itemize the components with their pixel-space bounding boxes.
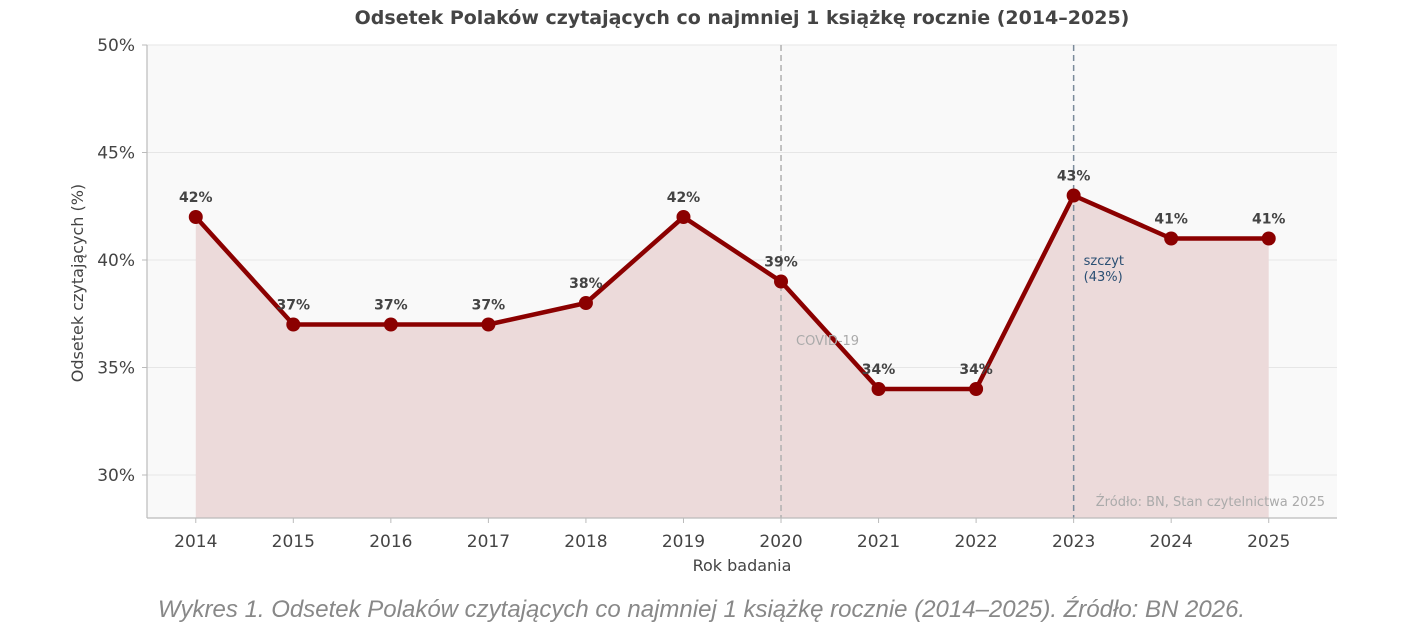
data-point — [286, 317, 301, 332]
data-label: 37% — [277, 298, 311, 314]
data-point — [871, 382, 886, 396]
data-label: 34% — [959, 362, 993, 378]
x-tick-label: 2019 — [662, 532, 705, 552]
x-tick-label: 2018 — [564, 532, 607, 552]
data-point — [1164, 231, 1179, 246]
data-label: 42% — [179, 190, 213, 206]
x-axis-label: Rok badania — [693, 556, 792, 575]
data-label: 42% — [667, 190, 701, 206]
y-tick-label: 45% — [97, 144, 135, 164]
y-tick-label: 50% — [97, 36, 135, 56]
x-tick-label: 2025 — [1247, 532, 1290, 552]
data-label: 34% — [862, 362, 896, 378]
data-label: 37% — [374, 298, 408, 314]
data-point — [1261, 231, 1276, 246]
chart-title: Odsetek Polaków czytających co najmniej … — [355, 7, 1130, 29]
data-label: 39% — [764, 255, 798, 271]
series-line — [194, 193, 1269, 392]
data-point — [481, 317, 496, 332]
x-tick-label: 2020 — [759, 532, 802, 552]
data-label: 41% — [1154, 212, 1188, 228]
data-point — [188, 210, 203, 224]
y-tick-label: 35% — [97, 359, 135, 379]
data-point — [676, 210, 691, 224]
line-chart: Odsetek Polaków czytających co najmniej … — [68, 7, 1337, 575]
x-tick-label: 2023 — [1052, 532, 1095, 552]
y-tick-label: 40% — [97, 251, 135, 271]
y-axis-label: Odsetek czytających (%) — [68, 184, 87, 382]
x-tick-label: 2022 — [954, 532, 997, 552]
x-tick-label: 2017 — [467, 532, 510, 552]
data-point — [969, 382, 984, 396]
covid-annotation: COVID-19 — [796, 334, 859, 349]
x-tick-label: 2024 — [1150, 532, 1193, 552]
data-label: 38% — [569, 276, 603, 292]
data-label: 43% — [1057, 169, 1091, 185]
x-tick-label: 2021 — [857, 532, 900, 552]
data-label: 37% — [472, 298, 506, 314]
x-tick-label: 2015 — [272, 532, 315, 552]
data-point — [774, 274, 789, 289]
x-tick-label: 2014 — [174, 532, 217, 552]
area-fill — [195, 195, 1269, 518]
data-point — [383, 317, 398, 332]
data-point — [1066, 188, 1081, 203]
figure-caption: Wykres 1. Odsetek Polaków czytających co… — [157, 596, 1246, 623]
data-point — [578, 296, 593, 310]
peak-annotation-line2: (43%) — [1084, 270, 1123, 285]
source-note: Źródło: BN, Stan czytelnictwa 2025 — [1096, 494, 1325, 510]
peak-annotation-line1: szczyt — [1084, 254, 1124, 269]
y-tick-label: 30% — [97, 466, 135, 486]
data-label: 41% — [1252, 212, 1286, 228]
x-tick-label: 2016 — [369, 532, 412, 552]
